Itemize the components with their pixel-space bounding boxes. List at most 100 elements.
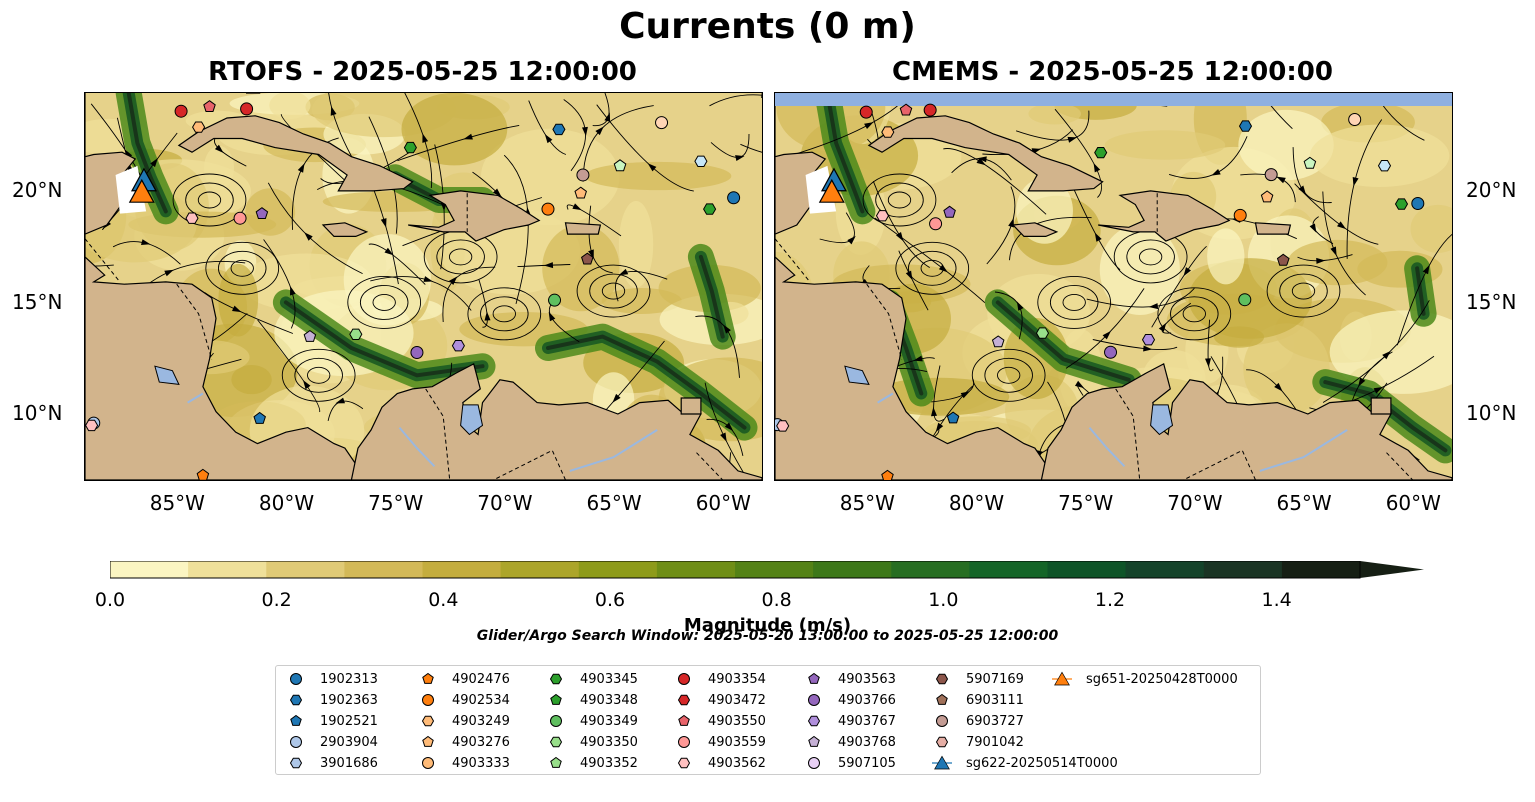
colorbar — [110, 561, 1424, 579]
legend-item: 3901686 — [286, 753, 378, 773]
colorbar-tick-label: 0.2 — [261, 589, 292, 611]
legend-item: 1902363 — [286, 690, 378, 710]
legend-label: 5907105 — [838, 755, 896, 771]
legend-item: 1902521 — [286, 711, 378, 731]
legend-marker — [808, 694, 820, 706]
legend-label: 4903559 — [708, 734, 766, 750]
argo-float-marker — [703, 203, 717, 215]
legend-marker — [422, 694, 434, 706]
legend-marker-icon — [549, 673, 563, 685]
legend-marker-icon — [935, 673, 949, 685]
argo-float-marker — [174, 104, 188, 118]
legend-label: 4903345 — [580, 671, 638, 687]
panel-title-cmems: CMEMS - 2025-05-25 12:00:00 — [892, 57, 1333, 87]
legend-marker — [808, 672, 820, 684]
legend-item: 4903767 — [804, 711, 896, 731]
argo-float-marker — [1141, 334, 1156, 346]
argo-float-marker — [1260, 190, 1274, 203]
argo-float-marker — [303, 329, 317, 342]
legend-marker-icon — [289, 694, 303, 706]
colorbar-segment — [1125, 561, 1205, 578]
colorbar-segment — [110, 561, 189, 578]
argo-float-marker — [1094, 147, 1108, 159]
legend-item: 4902476 — [418, 669, 510, 689]
legend-item: 4903249 — [418, 711, 510, 731]
colorbar-segment — [188, 561, 267, 578]
argo-float-marker — [859, 105, 873, 119]
argo-float-marker — [1348, 113, 1362, 127]
legend-item: 2903904 — [286, 732, 378, 752]
argo-float-marker — [574, 186, 587, 199]
legend-label: 3901686 — [320, 755, 378, 771]
legend-item: 4903345 — [546, 669, 638, 689]
legend-label: 4902534 — [452, 692, 510, 708]
argo-float-marker — [923, 103, 937, 117]
lon-tick-label: 80°W — [948, 491, 1005, 515]
argo-float-marker — [1303, 156, 1317, 169]
legend-marker — [935, 736, 949, 748]
legend-item: 4903562 — [674, 753, 766, 773]
legend-item: 4903354 — [674, 669, 766, 689]
lon-tick-label: 65°W — [1276, 491, 1332, 515]
legend-marker-icon — [422, 672, 434, 684]
legend-marker-icon — [421, 715, 435, 727]
lon-tick-label: 70°W — [477, 491, 533, 515]
colorbar-tick-label: 0.6 — [594, 589, 626, 611]
colorbar-segment — [735, 561, 814, 578]
legend-marker-icon — [289, 757, 303, 769]
argo-float-marker — [552, 123, 566, 136]
argo-float-marker — [253, 411, 266, 424]
colorbar-segment — [656, 561, 736, 578]
legend-marker — [678, 714, 690, 726]
legend-item: 1902313 — [286, 669, 378, 689]
legend-marker — [549, 673, 563, 685]
figure-title: Currents (0 m) — [619, 6, 916, 47]
argo-float-marker — [991, 335, 1005, 348]
legend-marker-icon — [935, 736, 949, 748]
argo-float-marker — [403, 141, 417, 154]
legend-label: sg622-20250514T0000 — [966, 755, 1118, 771]
lat-tick-left: 15°N — [12, 290, 63, 314]
legend-marker-icon — [290, 736, 302, 748]
legend-label: 6903727 — [966, 713, 1024, 729]
colorbar-segment — [422, 561, 502, 578]
lat-tick-right: 10°N — [1466, 401, 1517, 425]
legend-marker — [550, 715, 562, 727]
argo-float-marker — [85, 419, 99, 432]
legend-item: 5907169 — [932, 669, 1024, 689]
legend-marker — [550, 756, 562, 768]
legend-marker-icon — [932, 755, 952, 770]
colorbar-segment — [1203, 561, 1283, 578]
legend-label: 4903276 — [452, 734, 510, 750]
legend-marker-icon — [550, 756, 562, 768]
argo-float-marker — [899, 103, 913, 116]
colorbar-segment — [578, 561, 658, 578]
argo-float-marker — [349, 328, 363, 340]
legend-item: sg622-20250514T0000 — [932, 753, 1118, 773]
colorbar-tick-label: 1.0 — [928, 589, 959, 611]
argo-float-marker — [192, 121, 206, 133]
legend-label: 4902476 — [452, 671, 510, 687]
legend: 1902313 1902363 1902521 2903904 3901686 49024… — [275, 665, 1261, 775]
legend-marker-icon — [678, 714, 690, 726]
legend-label: 7901042 — [966, 734, 1024, 750]
lat-tick-right: 20°N — [1466, 178, 1517, 202]
argo-float-marker — [541, 202, 555, 216]
legend-label: 4903562 — [708, 755, 766, 771]
argo-float-marker — [581, 252, 594, 265]
legend-label: 1902313 — [320, 671, 378, 687]
argo-float-marker — [1238, 120, 1253, 132]
colorbar-tick-label: 0.8 — [761, 589, 792, 611]
legend-marker — [422, 672, 434, 684]
argo-float-marker — [240, 102, 254, 116]
colorbar-segment — [1281, 561, 1361, 578]
glider-marker — [818, 178, 845, 203]
legend-label: 4903249 — [452, 713, 510, 729]
colorbar-segment — [969, 561, 1048, 578]
legend-marker — [289, 694, 303, 706]
legend-marker-icon — [808, 735, 820, 747]
argo-float-marker — [410, 346, 424, 360]
map-svg-cmems — [775, 93, 1452, 480]
legend-marker-icon — [936, 693, 948, 705]
lat-tick-right: 15°N — [1466, 290, 1517, 314]
